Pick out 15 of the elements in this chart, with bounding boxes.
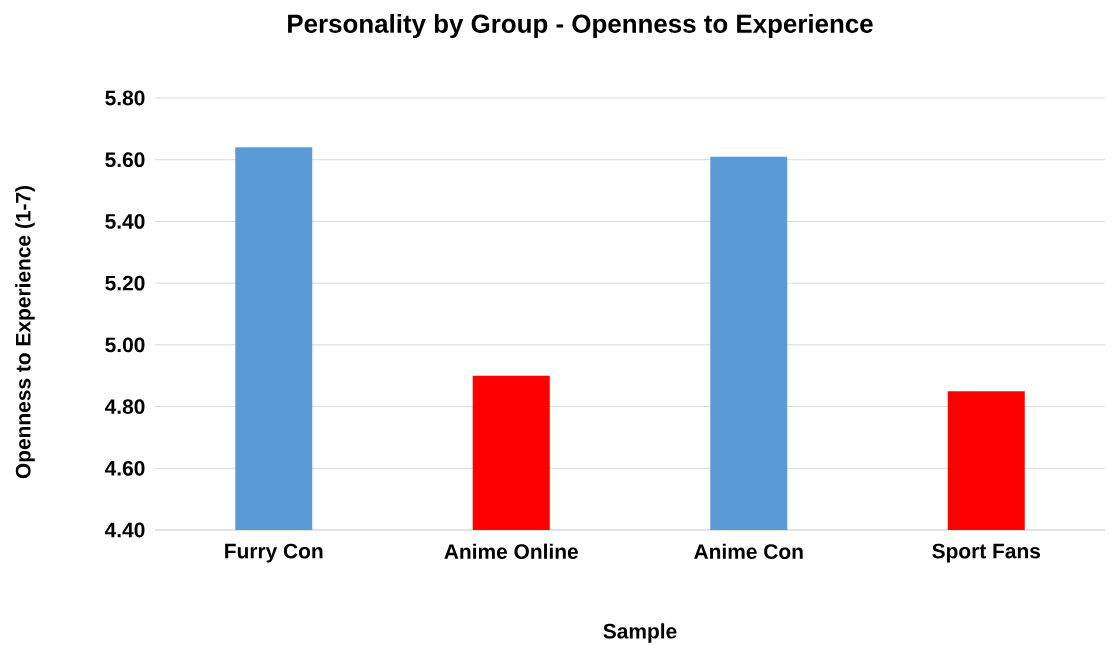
y-tick-label: 5.20 bbox=[105, 275, 145, 291]
y-tick-label: 4.80 bbox=[104, 399, 145, 414]
y-tick-label: 4.40 bbox=[104, 522, 145, 538]
x-tick-label: Sport Fans bbox=[932, 543, 1041, 563]
x-tick-label: Anime Con bbox=[694, 543, 803, 560]
y-axis-title: Openness to Experience (1-7) bbox=[15, 185, 35, 479]
x-tick-label: Furry Con bbox=[225, 543, 323, 563]
y-tick-label: 5.00 bbox=[105, 337, 145, 353]
x-tick-label: Anime Online bbox=[444, 543, 578, 560]
x-axis-title: Sample bbox=[603, 623, 677, 643]
y-tick-label: 5.60 bbox=[105, 152, 145, 168]
y-tick-label: 4.60 bbox=[104, 460, 145, 476]
y-tick-label: 5.40 bbox=[105, 214, 145, 229]
y-tick-label: 5.80 bbox=[105, 90, 145, 106]
chart-title: Personality by Group - Openness to Experience bbox=[288, 13, 873, 39]
